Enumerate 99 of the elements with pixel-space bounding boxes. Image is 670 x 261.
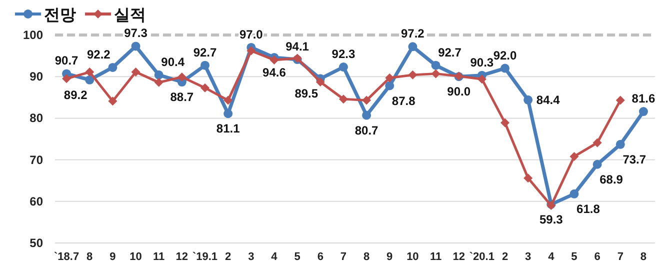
data-label: 97.3 <box>124 26 148 40</box>
x-tick-label: 7 <box>617 251 624 261</box>
y-tick-label: 80 <box>30 111 44 126</box>
data-label: 94.1 <box>286 40 310 54</box>
point <box>338 94 348 104</box>
data-label: 88.7 <box>170 90 194 104</box>
point <box>362 110 372 120</box>
data-label: 94.6 <box>262 65 286 80</box>
point <box>154 70 164 80</box>
data-label: 80.7 <box>354 123 379 138</box>
point <box>385 81 394 90</box>
point <box>592 138 602 148</box>
point <box>200 60 210 70</box>
x-tick-label: 3 <box>248 251 254 261</box>
y-tick-label: 50 <box>30 236 44 250</box>
data-label: 90.0 <box>447 84 471 99</box>
x-tick-label: 4 <box>548 251 556 261</box>
x-tick-label: 6 <box>317 251 324 261</box>
y-tick-label: 70 <box>30 152 44 167</box>
data-label: 90.4 <box>161 54 185 69</box>
data-label: 92.7 <box>438 45 462 60</box>
point <box>616 140 625 149</box>
data-label: 97.0 <box>239 27 264 42</box>
point <box>85 68 94 77</box>
data-label: 92.7 <box>193 45 217 60</box>
data-label: 81.1 <box>216 122 240 136</box>
x-tick-label: 10 <box>406 251 419 261</box>
data-label: 59.3 <box>539 212 564 226</box>
point <box>108 96 118 106</box>
x-tick-label: `20.1 <box>469 251 494 261</box>
x-tick-label: 12 <box>452 251 465 261</box>
x-tick-label: 11 <box>430 251 442 261</box>
point <box>592 160 602 169</box>
x-tick-label: 4 <box>271 251 278 261</box>
point <box>385 73 394 82</box>
x-tick-label: `19.1 <box>192 251 218 261</box>
point <box>616 96 625 105</box>
point <box>408 42 418 52</box>
data-label: 97.2 <box>401 26 425 41</box>
data-label: 92.3 <box>332 47 356 62</box>
x-tick-label: 2 <box>225 251 232 261</box>
point <box>431 69 440 78</box>
point <box>570 189 579 198</box>
point <box>246 46 256 56</box>
x-tick-label: 10 <box>130 251 142 261</box>
data-label: 90.7 <box>54 54 79 68</box>
x-tick-label: 6 <box>594 251 600 261</box>
point <box>154 78 164 87</box>
point <box>200 83 210 92</box>
x-tick-label: 2 <box>502 251 508 261</box>
point <box>108 62 118 72</box>
x-tick-label: 12 <box>176 251 188 261</box>
x-tick-label: 8 <box>363 251 370 261</box>
x-tick-label: 8 <box>640 251 647 261</box>
data-label: 92.0 <box>493 48 517 62</box>
point <box>224 109 233 118</box>
x-tick-label: 5 <box>294 251 300 261</box>
point <box>85 75 94 84</box>
x-tick-label: 7 <box>340 251 347 261</box>
point <box>131 42 140 51</box>
x-tick-label: `18.7 <box>54 251 80 261</box>
y-tick-label: 90 <box>30 70 44 84</box>
x-tick-label: 9 <box>386 251 393 261</box>
x-tick-label: 5 <box>571 251 578 261</box>
legend-label: 전망 <box>44 7 76 24</box>
point <box>270 55 279 64</box>
x-tick-label: 9 <box>110 251 116 261</box>
y-tick-label: 100 <box>22 28 44 42</box>
point <box>62 74 72 84</box>
data-label: 89.5 <box>294 86 318 101</box>
point <box>477 74 486 84</box>
data-label: 61.8 <box>576 202 600 216</box>
point <box>638 107 648 116</box>
point <box>316 78 325 87</box>
point <box>131 68 140 77</box>
data-label: 73.7 <box>622 152 646 166</box>
legend-label: 실적 <box>114 7 146 24</box>
point <box>431 60 440 70</box>
point <box>224 96 233 105</box>
point <box>362 96 372 105</box>
x-tick-label: 11 <box>153 251 165 261</box>
point <box>524 95 533 104</box>
point <box>524 174 533 183</box>
data-label: 92.2 <box>87 47 111 62</box>
point <box>177 72 186 82</box>
point <box>500 118 510 128</box>
data-label: 81.6 <box>632 92 656 106</box>
data-label: 87.8 <box>392 94 416 108</box>
point <box>408 70 418 80</box>
x-tick-label: 3 <box>525 251 532 261</box>
data-label: 89.2 <box>64 88 88 102</box>
point <box>338 62 348 72</box>
data-label: 84.4 <box>536 92 560 107</box>
point <box>570 152 579 161</box>
point <box>500 64 510 73</box>
y-tick-label: 60 <box>30 194 44 208</box>
data-label: 68.9 <box>600 172 624 186</box>
data-label: 90.3 <box>470 55 494 70</box>
x-tick-label: 8 <box>86 251 93 261</box>
